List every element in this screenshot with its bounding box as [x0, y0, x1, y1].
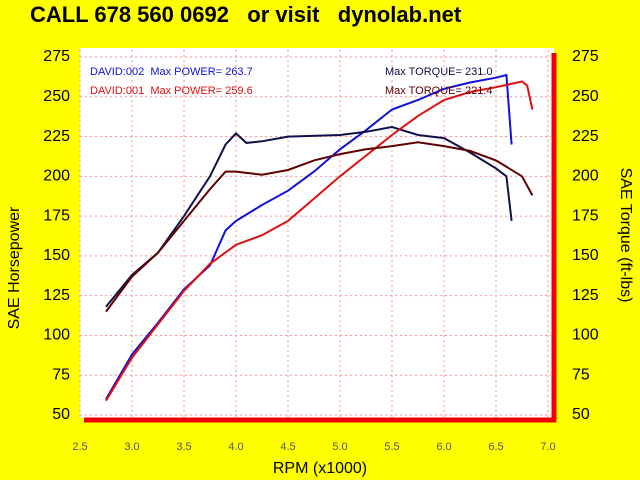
- y-tick-label: 75: [52, 366, 70, 383]
- x-tick-label: 2.5: [72, 441, 87, 453]
- series-line: [105, 141, 534, 313]
- x-tick-label: 4.0: [228, 441, 243, 453]
- x-tick-label: 3.5: [176, 441, 191, 453]
- x-tick-label: 3.0: [124, 441, 139, 453]
- x-tick-label: 6.5: [488, 441, 503, 453]
- legend-entry: Max TORQUE= 221.4: [385, 85, 493, 97]
- series-line: [105, 80, 534, 402]
- x-tick-label: 4.5: [280, 441, 295, 453]
- y2-axis-label: SAE Torque (ft-lbs): [617, 168, 634, 303]
- y2-tick-label: 150: [572, 247, 599, 264]
- y-tick-label: 175: [43, 207, 70, 224]
- y2-tick-label: 250: [572, 88, 599, 105]
- legend-entry: DAVID:002 Max POWER= 263.7: [90, 66, 253, 78]
- x-tick-label: 6.0: [436, 441, 451, 453]
- chart-title: CALL 678 560 0692 or visit dynolab.net: [30, 2, 462, 27]
- series-line: [105, 125, 513, 308]
- y2-tick-label: 200: [572, 168, 599, 185]
- x-axis-label: RPM (x1000): [273, 460, 367, 477]
- plot-area: [80, 48, 554, 418]
- y2-tick-label: 225: [572, 128, 599, 145]
- y-axis-label: SAE Horsepower: [6, 206, 23, 329]
- x-tick-label: 5.5: [384, 441, 399, 453]
- y2-tick-label: 75: [572, 366, 590, 383]
- legend-entry: Max TORQUE= 231.0: [385, 66, 493, 78]
- y2-tick-label: 175: [572, 207, 599, 224]
- series-line: [105, 73, 513, 400]
- x-tick-label: 7.0: [540, 441, 555, 453]
- y2-tick-label: 275: [572, 48, 599, 65]
- y2-tick-label: 100: [572, 327, 599, 344]
- y2-tick-label: 50: [572, 406, 590, 423]
- x-tick-label: 5.0: [332, 441, 347, 453]
- y2-tick-label: 125: [572, 287, 599, 304]
- legend-entry: DAVID:001 Max POWER= 259.6: [90, 85, 253, 97]
- y-tick-label: 150: [43, 247, 70, 264]
- y-tick-label: 225: [43, 128, 70, 145]
- y-tick-label: 200: [43, 168, 70, 185]
- y-tick-label: 125: [43, 287, 70, 304]
- y-tick-label: 100: [43, 327, 70, 344]
- y-tick-label: 50: [52, 406, 70, 423]
- y-tick-label: 275: [43, 48, 70, 65]
- y-tick-label: 250: [43, 88, 70, 105]
